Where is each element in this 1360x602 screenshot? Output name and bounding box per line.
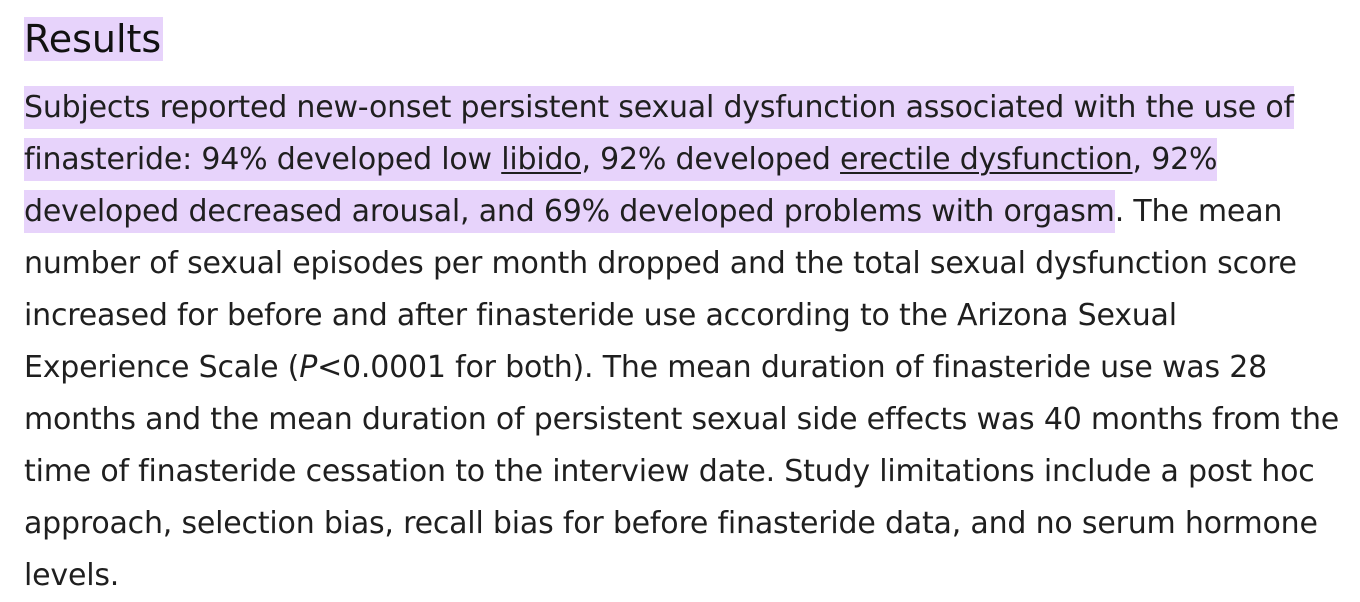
body-text-2: <0.0001 for both). The mean duration of … [24, 350, 1340, 593]
erectile-dysfunction-link[interactable]: erectile dysfunction [840, 142, 1133, 177]
highlighted-text-2[interactable]: , 92% developed [581, 138, 841, 181]
section-title[interactable]: Results [24, 17, 164, 61]
p-value-symbol: P [299, 350, 318, 385]
section-heading: Results [24, 16, 1344, 62]
results-section: Results Subjects reported new-onset pers… [24, 16, 1344, 602]
body-text-1: . The mean number of sexual episodes per… [24, 194, 1297, 385]
results-paragraph: Subjects reported new-onset persistent s… [24, 82, 1344, 602]
libido-link[interactable]: libido [501, 142, 582, 177]
